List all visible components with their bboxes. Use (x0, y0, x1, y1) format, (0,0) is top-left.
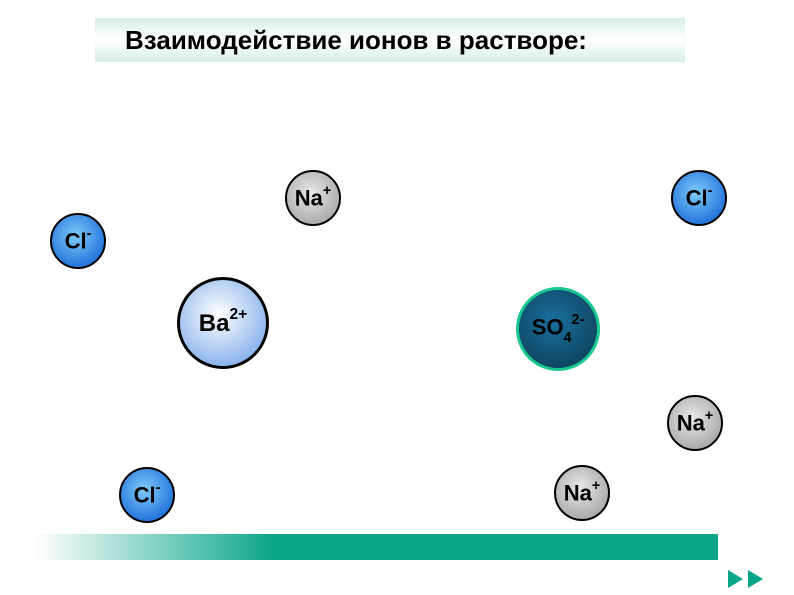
ion-cl: Cl- (50, 213, 106, 269)
ion-ba2: Ba2+ (177, 277, 269, 369)
next-arrow-icon[interactable] (728, 570, 743, 588)
ion-cl: Cl- (671, 170, 727, 226)
ion-label: Na+ (564, 480, 600, 506)
ion-so2: SO42- (516, 287, 600, 371)
next-arrow-icon[interactable] (748, 570, 763, 588)
footer-bar (36, 534, 718, 560)
page-title: Взаимодействие ионов в растворе: (125, 25, 587, 56)
ion-label: Ba2+ (199, 309, 247, 338)
ion-cl: Cl- (119, 467, 175, 523)
ion-label: Cl- (686, 185, 713, 211)
ion-na: Na+ (554, 465, 610, 521)
ion-na: Na+ (285, 170, 341, 226)
ion-label: Cl- (134, 482, 161, 508)
ion-label: Cl- (65, 228, 92, 254)
ion-label: Na+ (677, 410, 713, 436)
ion-label: SO42- (532, 314, 584, 344)
ion-na: Na+ (667, 395, 723, 451)
ion-label: Na+ (295, 185, 331, 211)
